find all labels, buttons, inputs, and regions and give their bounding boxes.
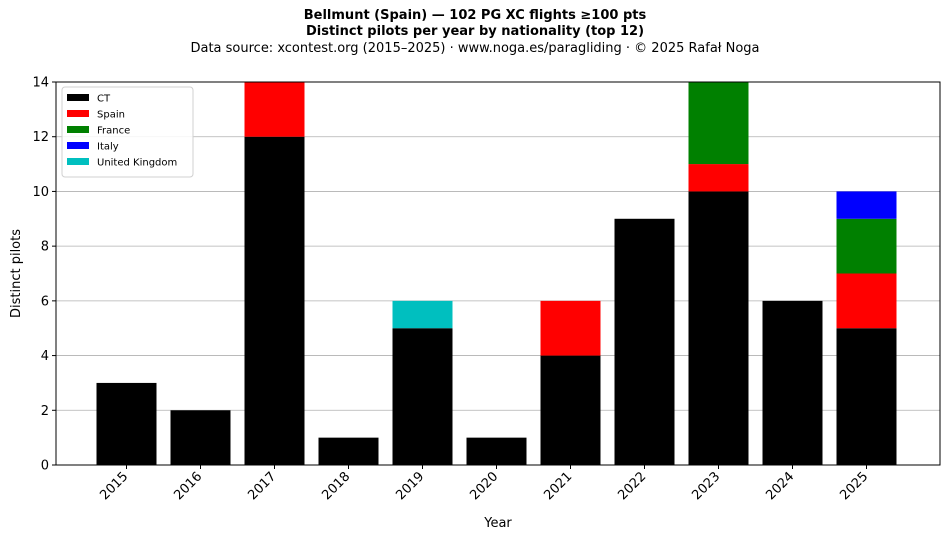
bar-segment <box>762 300 823 465</box>
x-tick-label: 2023 <box>689 469 723 503</box>
legend-label: CT <box>97 94 111 105</box>
bar-segment <box>244 136 305 465</box>
legend-label: United Kingdom <box>97 158 177 169</box>
y-axis-label: Distinct pilots <box>9 229 24 318</box>
legend-label: Italy <box>97 142 119 153</box>
y-tick-label: 8 <box>41 240 49 255</box>
legend-swatch <box>67 126 89 133</box>
x-tick-label: 2019 <box>393 469 427 503</box>
chart-title-block: Bellmunt (Spain) — 102 PG XC flights ≥10… <box>0 8 950 57</box>
plot-frame <box>55 81 941 466</box>
bar-segment <box>244 82 305 137</box>
bar-segment <box>96 382 157 465</box>
x-tick-label: 2017 <box>245 469 279 503</box>
y-tick-label: 4 <box>41 349 49 364</box>
x-tick-label: 2021 <box>541 469 575 503</box>
bar-segment <box>836 328 897 465</box>
x-tick-label: 2024 <box>763 469 797 503</box>
bar-segment <box>836 218 897 274</box>
bar-segment <box>614 218 675 465</box>
y-tick-label: 14 <box>32 76 49 91</box>
bar-segment <box>540 300 601 356</box>
y-tick-label: 6 <box>41 294 49 309</box>
legend-swatch <box>67 158 89 165</box>
bar-segment <box>540 355 601 465</box>
legend: CT Spain France Italy United Kingdom <box>61 86 194 178</box>
legend-box <box>61 86 194 178</box>
bars <box>96 82 897 465</box>
chart-title-line2: Distinct pilots per year by nationality … <box>305 24 645 39</box>
legend-label: Spain <box>97 110 125 121</box>
x-tick-label: 2016 <box>171 469 205 503</box>
y-tick-label: 12 <box>32 130 49 145</box>
x-tick-label: 2015 <box>97 469 131 503</box>
bar-segment <box>836 191 897 219</box>
x-axis-label: Year <box>483 516 512 531</box>
y-tick-label: 10 <box>32 185 49 200</box>
legend-swatch <box>67 142 89 149</box>
x-tick-label: 2018 <box>319 469 353 503</box>
bar-segment <box>688 191 749 465</box>
legend-swatch <box>67 94 89 101</box>
bar-segment <box>688 164 749 192</box>
bar-segment <box>392 328 453 465</box>
bar-segment <box>466 437 527 465</box>
bar-segment <box>836 273 897 329</box>
x-tick-label: 2020 <box>467 469 501 503</box>
x-tick-label: 2025 <box>837 469 871 503</box>
legend-swatch <box>67 110 89 117</box>
chart-title: Bellmunt (Spain) — 102 PG XC flights ≥10… <box>303 8 647 23</box>
x-tick-label: 2022 <box>615 469 649 503</box>
y-tick-label: 2 <box>41 404 49 419</box>
bar-segment <box>392 300 453 329</box>
bar-segment <box>688 82 749 165</box>
legend-label: France <box>97 126 130 137</box>
bar-segment <box>170 410 231 465</box>
chart-subtitle: Data source: xcontest.org (2015–2025) · … <box>190 41 760 56</box>
bar-segment <box>318 437 379 465</box>
y-tick-label: 0 <box>41 459 49 474</box>
